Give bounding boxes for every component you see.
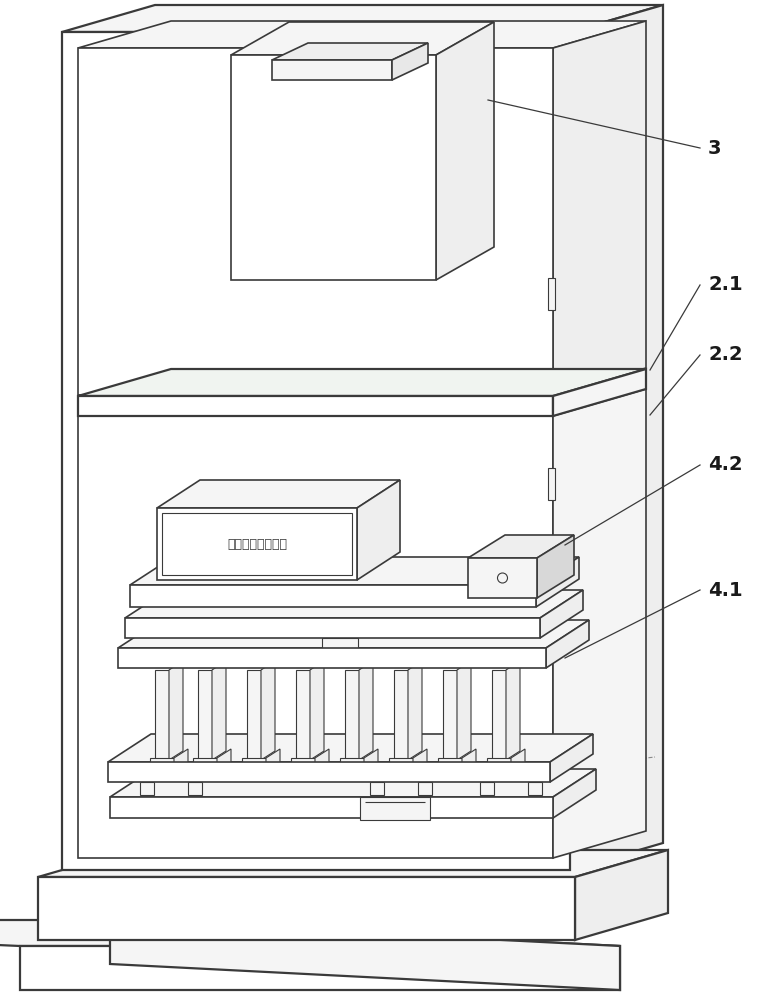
Text: 2.2: 2.2 <box>708 346 742 364</box>
Polygon shape <box>546 620 589 668</box>
Polygon shape <box>217 749 231 772</box>
Polygon shape <box>78 48 553 395</box>
Polygon shape <box>570 5 663 870</box>
Polygon shape <box>140 782 154 795</box>
Polygon shape <box>480 782 494 795</box>
Polygon shape <box>536 557 579 607</box>
Polygon shape <box>340 758 364 772</box>
Polygon shape <box>118 620 589 648</box>
Polygon shape <box>408 661 422 760</box>
Polygon shape <box>360 797 430 820</box>
Polygon shape <box>38 877 575 940</box>
Polygon shape <box>548 468 555 500</box>
Polygon shape <box>247 670 261 760</box>
Polygon shape <box>150 758 174 772</box>
Polygon shape <box>157 508 357 580</box>
Polygon shape <box>20 946 620 990</box>
Polygon shape <box>157 480 400 508</box>
Polygon shape <box>272 60 392 80</box>
Polygon shape <box>345 670 359 760</box>
Polygon shape <box>130 557 579 585</box>
Polygon shape <box>188 782 202 795</box>
Polygon shape <box>62 5 663 32</box>
Polygon shape <box>468 558 537 598</box>
Polygon shape <box>468 535 574 558</box>
Text: 待测可见光探测器: 待测可见光探测器 <box>227 538 287 550</box>
Polygon shape <box>443 670 457 760</box>
Polygon shape <box>231 22 494 55</box>
Polygon shape <box>78 369 646 396</box>
Polygon shape <box>553 389 646 858</box>
Polygon shape <box>125 590 583 618</box>
Polygon shape <box>322 638 358 660</box>
Polygon shape <box>78 396 553 416</box>
Polygon shape <box>537 535 574 598</box>
Polygon shape <box>359 661 373 760</box>
Polygon shape <box>110 920 620 990</box>
Polygon shape <box>550 734 593 782</box>
Polygon shape <box>506 661 520 760</box>
Polygon shape <box>370 782 384 795</box>
Polygon shape <box>487 758 511 772</box>
Polygon shape <box>38 850 668 877</box>
Polygon shape <box>110 797 553 818</box>
Polygon shape <box>462 749 476 772</box>
Polygon shape <box>548 278 555 310</box>
Polygon shape <box>231 55 436 280</box>
Text: 4.2: 4.2 <box>708 456 742 475</box>
Polygon shape <box>78 21 646 48</box>
Polygon shape <box>296 670 310 760</box>
Polygon shape <box>528 782 542 795</box>
Polygon shape <box>108 734 593 762</box>
Polygon shape <box>174 749 188 772</box>
Polygon shape <box>357 480 400 580</box>
Polygon shape <box>62 32 570 870</box>
Polygon shape <box>291 758 315 772</box>
Polygon shape <box>125 618 540 638</box>
Polygon shape <box>418 782 432 795</box>
Polygon shape <box>212 661 226 760</box>
Polygon shape <box>130 585 536 607</box>
Polygon shape <box>193 758 217 772</box>
Polygon shape <box>511 749 525 772</box>
Polygon shape <box>553 769 596 818</box>
Text: 2.1: 2.1 <box>708 275 742 294</box>
Polygon shape <box>492 670 506 760</box>
Polygon shape <box>108 762 550 782</box>
Circle shape <box>497 573 507 583</box>
Polygon shape <box>118 648 546 668</box>
Polygon shape <box>438 758 462 772</box>
Polygon shape <box>436 22 494 280</box>
Polygon shape <box>198 670 212 760</box>
Polygon shape <box>261 661 275 760</box>
Polygon shape <box>540 590 583 638</box>
Polygon shape <box>575 850 668 940</box>
Polygon shape <box>315 749 329 772</box>
Polygon shape <box>78 416 553 858</box>
Polygon shape <box>169 661 183 760</box>
Polygon shape <box>242 758 266 772</box>
Text: 3: 3 <box>708 138 722 157</box>
Polygon shape <box>155 670 169 760</box>
Polygon shape <box>310 661 324 760</box>
Polygon shape <box>110 769 596 797</box>
Polygon shape <box>413 749 427 772</box>
Polygon shape <box>0 920 620 946</box>
Polygon shape <box>457 661 471 760</box>
Polygon shape <box>266 749 280 772</box>
Polygon shape <box>394 670 408 760</box>
Polygon shape <box>272 43 428 60</box>
Polygon shape <box>392 43 428 80</box>
Polygon shape <box>553 369 646 416</box>
Text: 4.1: 4.1 <box>708 580 742 599</box>
Polygon shape <box>364 749 378 772</box>
Polygon shape <box>389 758 413 772</box>
Polygon shape <box>553 21 646 395</box>
